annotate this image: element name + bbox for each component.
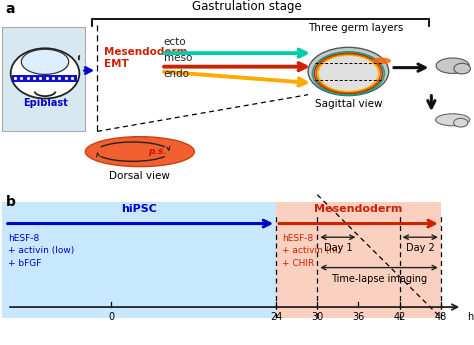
Text: endo: endo — [164, 69, 190, 79]
Text: Sagittal view: Sagittal view — [315, 99, 382, 109]
Text: 30: 30 — [311, 312, 323, 322]
Bar — [276, 202, 441, 318]
FancyBboxPatch shape — [2, 27, 85, 131]
Text: Time-lapse imaging: Time-lapse imaging — [331, 274, 427, 284]
Ellipse shape — [21, 49, 69, 75]
Text: hiPSC: hiPSC — [121, 204, 157, 214]
FancyBboxPatch shape — [12, 75, 77, 82]
Ellipse shape — [454, 63, 470, 74]
Text: p.s.: p.s. — [148, 147, 167, 156]
Text: Three germ layers: Three germ layers — [308, 23, 403, 33]
Ellipse shape — [454, 118, 468, 127]
Text: Dorsal view: Dorsal view — [109, 171, 170, 181]
Text: hESF-8
+ activin (low)
+ bFGF: hESF-8 + activin (low) + bFGF — [8, 234, 74, 268]
Text: a: a — [6, 2, 15, 16]
Text: Mesendoderm
EMT: Mesendoderm EMT — [104, 47, 188, 69]
Text: 36: 36 — [352, 312, 365, 322]
Text: Day 1: Day 1 — [324, 243, 352, 253]
Bar — [2, 202, 276, 318]
Ellipse shape — [372, 58, 391, 64]
Text: hESF-8
+ activin (hi)
+ CHIR: hESF-8 + activin (hi) + CHIR — [282, 234, 341, 268]
Ellipse shape — [85, 137, 194, 167]
Text: 48: 48 — [435, 312, 447, 322]
Text: 0: 0 — [109, 312, 114, 322]
Ellipse shape — [10, 48, 80, 99]
Text: meso: meso — [164, 53, 192, 63]
Ellipse shape — [319, 56, 378, 91]
Text: 24: 24 — [270, 312, 283, 322]
Ellipse shape — [308, 47, 389, 96]
Ellipse shape — [436, 114, 470, 126]
Text: ecto: ecto — [164, 37, 186, 47]
Text: 42: 42 — [393, 312, 406, 322]
Text: Day 2: Day 2 — [406, 243, 435, 253]
Text: h: h — [467, 312, 473, 322]
Ellipse shape — [436, 58, 469, 73]
Text: Epiblast: Epiblast — [23, 98, 67, 108]
Text: Mesendoderm: Mesendoderm — [314, 204, 402, 214]
Text: b: b — [6, 195, 16, 209]
Text: Gastrulation stage: Gastrulation stage — [191, 0, 301, 13]
